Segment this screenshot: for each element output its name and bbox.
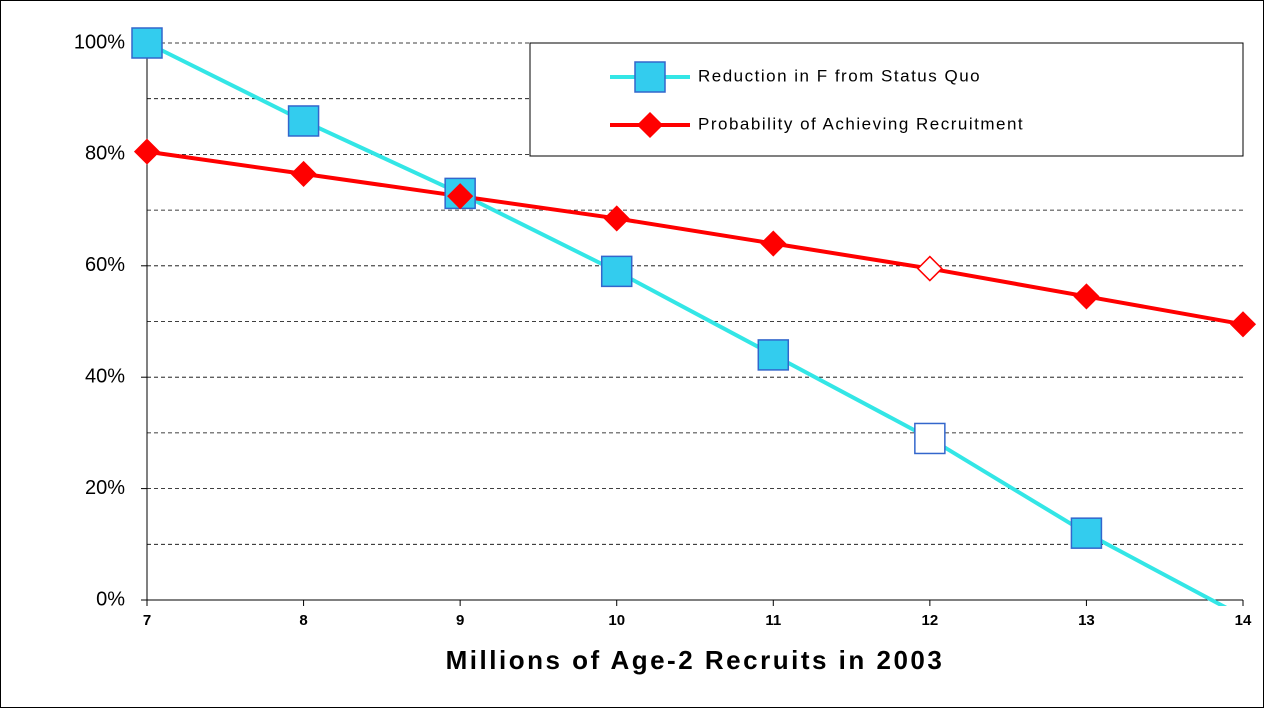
marker [1073, 283, 1100, 310]
marker [760, 230, 787, 257]
marker [290, 160, 317, 187]
y-tick-label: 80% [85, 143, 125, 165]
marker [916, 255, 943, 282]
x-tick-label: 14 [1235, 612, 1252, 629]
legend-box [529, 42, 1244, 157]
y-tick-label: 0% [96, 588, 125, 610]
plot-area [146, 41, 1244, 606]
marker [603, 205, 630, 232]
marker [133, 138, 161, 165]
legend-marker [634, 61, 666, 93]
marker [1229, 311, 1257, 338]
marker [287, 105, 320, 137]
x-tick-label: 9 [456, 612, 464, 629]
y-tick-label: 60% [85, 254, 125, 276]
x-axis-title: Millions of Age-2 Recruits in 2003 [446, 645, 945, 675]
x-tick-label: 11 [765, 612, 781, 629]
legend-marker [636, 111, 664, 139]
series-line [146, 41, 1228, 606]
legend-label: Probability of Achieving Recruitment [698, 114, 1024, 133]
x-tick-label: 7 [143, 612, 151, 629]
x-tick-label: 12 [922, 612, 939, 629]
marker [131, 27, 163, 59]
marker [447, 183, 474, 210]
y-tick-label: 100% [74, 31, 125, 53]
marker [914, 422, 946, 455]
marker [600, 255, 633, 288]
series-line [146, 149, 1244, 327]
marker [1070, 517, 1103, 549]
y-tick-label: 20% [85, 477, 125, 499]
x-tick-label: 8 [299, 612, 307, 629]
legend-label: Reduction in F from Status Quo [698, 66, 981, 85]
x-tick-label: 13 [1078, 612, 1095, 629]
marker [757, 339, 790, 371]
y-tick-label: 40% [85, 365, 125, 387]
x-tick-label: 10 [608, 612, 625, 629]
